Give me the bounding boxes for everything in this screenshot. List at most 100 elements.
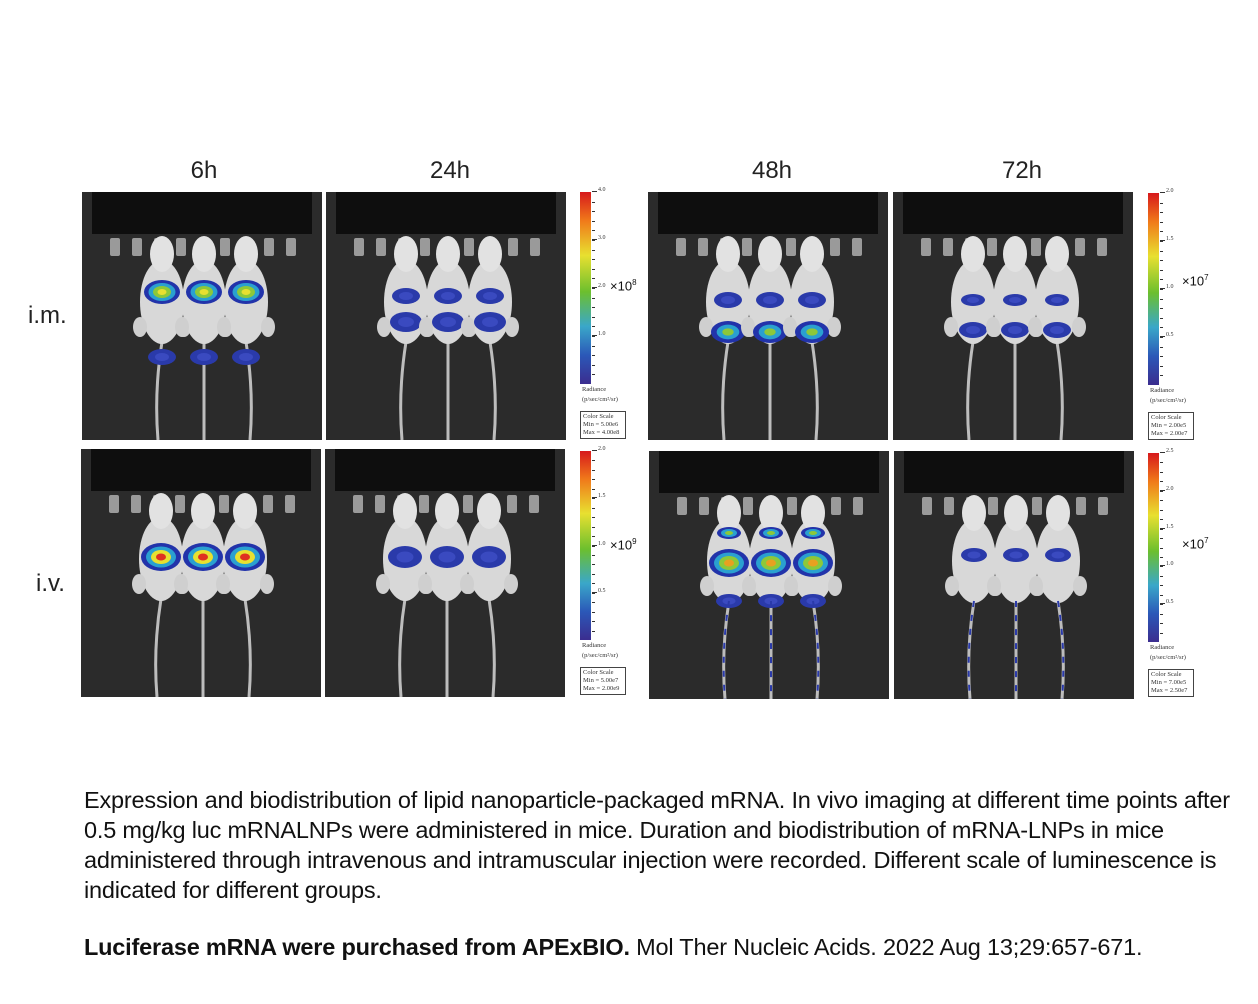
radiance-label: Radiance (p/sec/cm²/sr) <box>582 385 618 405</box>
color-scale-box: Color Scale Min = 7.00e5 Max = 2.50e7 <box>1148 669 1194 697</box>
imaging-panel <box>893 192 1133 440</box>
minor-tick <box>592 526 595 528</box>
minor-tick <box>1160 519 1163 521</box>
tick-label: 2.0 <box>1160 188 1174 194</box>
color-scale-box: Color Scale Min = 5.00e6 Max = 4.00e8 <box>580 411 626 439</box>
minor-tick <box>1160 490 1163 492</box>
minor-tick <box>1160 365 1163 367</box>
time-label-6h: 6h <box>190 157 218 184</box>
color-scale-max: Max = 2.00e9 <box>583 685 620 692</box>
minor-tick <box>1160 327 1163 329</box>
minor-tick <box>592 374 595 376</box>
scale-exponent: ×107 <box>1182 536 1209 551</box>
minor-tick <box>1160 308 1163 310</box>
minor-tick <box>592 211 595 213</box>
exponent-power: 8 <box>632 278 637 287</box>
minor-tick <box>592 297 595 299</box>
route-label-iv: i.v. <box>36 570 65 597</box>
color-scale-title: Color Scale <box>1151 671 1182 678</box>
tick-label: 4.0 <box>592 187 606 193</box>
imaging-panel <box>326 192 566 440</box>
exponent-base: ×10 <box>610 278 633 294</box>
minor-tick <box>592 554 595 556</box>
minor-tick <box>1160 604 1163 606</box>
minor-tick <box>592 469 595 471</box>
exponent-base: ×10 <box>1182 273 1205 289</box>
minor-tick <box>592 536 595 538</box>
minor-tick <box>592 230 595 232</box>
route-label-im: i.m. <box>28 302 67 329</box>
tick-label: 1.0 <box>1160 284 1174 290</box>
minor-tick <box>1160 585 1163 587</box>
color-scale-box: Color Scale Min = 5.00e7 Max = 2.00e9 <box>580 667 626 695</box>
radiance-title: Radiance <box>1150 644 1175 651</box>
radiance-title: Radiance <box>582 386 607 393</box>
minor-tick <box>1160 528 1163 530</box>
minor-tick <box>1160 279 1163 281</box>
color-bar <box>1148 193 1159 385</box>
color-bar <box>580 451 591 640</box>
radiance-units: (p/sec/cm²/sr) <box>582 396 618 403</box>
minor-tick <box>1160 462 1163 464</box>
minor-tick <box>1160 623 1163 625</box>
minor-tick <box>592 573 595 575</box>
minor-tick <box>592 201 595 203</box>
minor-tick <box>592 517 595 519</box>
radiance-title: Radiance <box>1150 387 1175 394</box>
minor-tick <box>1160 260 1163 262</box>
color-scale-min: Min = 2.00e5 <box>1151 422 1187 429</box>
time-label-72h: 72h <box>1001 157 1043 184</box>
time-label-24h: 24h <box>429 157 471 184</box>
tick-label: 3.0 <box>592 235 606 241</box>
minor-tick <box>592 592 595 594</box>
minor-tick <box>1160 298 1163 300</box>
minor-tick <box>592 479 595 481</box>
time-label-48h: 48h <box>751 157 793 184</box>
minor-tick <box>1160 481 1163 483</box>
exponent-power: 7 <box>1204 536 1209 545</box>
color-bar <box>580 192 591 384</box>
scale-exponent: ×107 <box>1182 273 1209 288</box>
radiance-label: Radiance (p/sec/cm²/sr) <box>1150 643 1186 663</box>
tick-label: 0.5 <box>1160 332 1174 338</box>
radiance-label: Radiance (p/sec/cm²/sr) <box>582 641 618 661</box>
color-scale-min: Min = 5.00e7 <box>583 677 619 684</box>
minor-tick <box>1160 202 1163 204</box>
tick-label: 2.0 <box>592 283 606 289</box>
minor-tick <box>592 259 595 261</box>
imaging-panel <box>894 451 1134 699</box>
minor-tick <box>592 307 595 309</box>
minor-tick <box>1160 594 1163 596</box>
minor-tick <box>592 240 595 241</box>
minor-tick <box>1160 547 1163 549</box>
minor-tick <box>592 630 595 632</box>
minor-tick <box>592 316 595 318</box>
radiance-title: Radiance <box>582 642 607 649</box>
minor-tick <box>592 611 595 613</box>
citation-source: Luciferase mRNA were purchased from APEx… <box>84 934 630 960</box>
minor-tick <box>592 564 595 566</box>
minor-tick <box>592 268 595 270</box>
minor-tick <box>1160 471 1163 473</box>
minor-tick <box>1160 509 1163 511</box>
citation: Luciferase mRNA were purchased from APEx… <box>84 934 1143 961</box>
color-scale-max: Max = 2.00e7 <box>1151 430 1188 437</box>
tick-label: 2.0 <box>1160 485 1174 492</box>
exponent-power: 7 <box>1204 273 1209 282</box>
radiance-units: (p/sec/cm²/sr) <box>1150 654 1186 661</box>
minor-tick <box>592 583 595 585</box>
tick-label: 1.5 <box>592 493 606 500</box>
exponent-base: ×10 <box>1182 536 1205 552</box>
tick-label: 0.5 <box>592 587 606 594</box>
minor-tick <box>592 507 595 509</box>
tick-label: 1.0 <box>592 540 606 547</box>
minor-tick <box>1160 500 1163 502</box>
minor-tick <box>1160 241 1163 242</box>
minor-tick <box>592 326 595 328</box>
minor-tick <box>1160 317 1163 319</box>
scale-exponent: ×108 <box>610 278 637 293</box>
color-bar <box>1148 453 1159 642</box>
minor-tick <box>1160 231 1163 233</box>
color-scale-title: Color Scale <box>1151 414 1182 421</box>
minor-tick <box>1160 346 1163 348</box>
